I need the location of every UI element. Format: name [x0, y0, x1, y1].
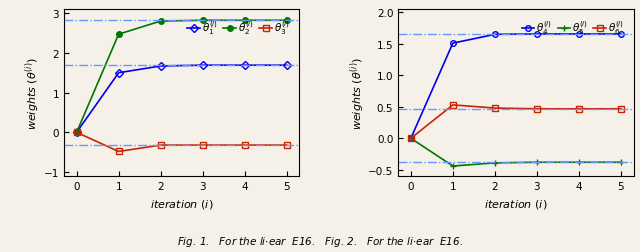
$\theta_2^{(i)}$: [157, 20, 164, 23]
$\theta_2^{(i)}$: [241, 20, 248, 23]
Line: $\theta_1^{(i)}$: $\theta_1^{(i)}$: [74, 63, 289, 136]
$\theta_1^{(i)}$: [241, 65, 248, 68]
Legend: $\theta_1^{(i)}$, $\theta_2^{(i)}$, $\theta_3^{(i)}$: $\theta_1^{(i)}$, $\theta_2^{(i)}$, $\th…: [183, 15, 294, 41]
$\theta_3^{(i)}$: [73, 131, 81, 134]
Text: Fig. 1.   For the li$\cdot$ear  E16.   Fig. 2.   For the li$\cdot$ear  E16.: Fig. 1. For the li$\cdot$ear E16. Fig. 2…: [177, 234, 463, 248]
$\theta_2^{(i)}$: [199, 20, 207, 23]
$\theta_1^{(i)}$: [199, 65, 207, 68]
$\theta_3^{(i)}$: [115, 150, 122, 153]
$\theta_2^{(i)}$: [115, 34, 122, 37]
$\theta_1^{(i)}$: [283, 65, 291, 68]
$\theta_3^{(i)}$: [283, 144, 291, 147]
$\theta_6^{(i)}$: [491, 107, 499, 110]
Line: $\theta_5^{(i)}$: $\theta_5^{(i)}$: [408, 135, 625, 170]
$\theta_5^{(i)}$: [575, 161, 583, 164]
$\theta_6^{(i)}$: [575, 108, 583, 111]
$\theta_4^{(i)}$: [491, 34, 499, 37]
Y-axis label: $\mathit{weights\ (\theta^{(i)})}$: $\mathit{weights\ (\theta^{(i)})}$: [348, 57, 367, 130]
$\theta_1^{(i)}$: [73, 131, 81, 134]
$\theta_3^{(i)}$: [157, 144, 164, 147]
$\theta_6^{(i)}$: [449, 104, 457, 107]
Line: $\theta_3^{(i)}$: $\theta_3^{(i)}$: [74, 130, 289, 155]
$\theta_1^{(i)}$: [115, 72, 122, 75]
$\theta_5^{(i)}$: [617, 161, 625, 164]
$\theta_2^{(i)}$: [283, 20, 291, 23]
$\theta_6^{(i)}$: [533, 108, 541, 111]
$\theta_4^{(i)}$: [533, 33, 541, 36]
$\theta_4^{(i)}$: [449, 42, 457, 45]
$\theta_5^{(i)}$: [407, 137, 415, 140]
Legend: $\theta_4^{(i)}$, $\theta_5^{(i)}$, $\theta_6^{(i)}$: $\theta_4^{(i)}$, $\theta_5^{(i)}$, $\th…: [517, 15, 628, 41]
$\theta_1^{(i)}$: [157, 65, 164, 68]
Line: $\theta_2^{(i)}$: $\theta_2^{(i)}$: [74, 18, 289, 136]
$\theta_4^{(i)}$: [407, 137, 415, 140]
$\theta_3^{(i)}$: [241, 144, 248, 147]
$\theta_6^{(i)}$: [617, 108, 625, 111]
$\theta_4^{(i)}$: [617, 33, 625, 36]
$\theta_3^{(i)}$: [199, 144, 207, 147]
Line: $\theta_4^{(i)}$: $\theta_4^{(i)}$: [408, 32, 624, 142]
X-axis label: $\mathit{iteration\ (i)}$: $\mathit{iteration\ (i)}$: [150, 197, 213, 210]
X-axis label: $\mathit{iteration\ (i)}$: $\mathit{iteration\ (i)}$: [484, 197, 548, 210]
$\theta_5^{(i)}$: [533, 161, 541, 164]
Y-axis label: $\mathit{weights\ (\theta^{(i)})}$: $\mathit{weights\ (\theta^{(i)})}$: [24, 57, 42, 130]
$\theta_5^{(i)}$: [491, 162, 499, 165]
$\theta_6^{(i)}$: [407, 137, 415, 140]
$\theta_5^{(i)}$: [449, 165, 457, 168]
$\theta_4^{(i)}$: [575, 33, 583, 36]
Line: $\theta_6^{(i)}$: $\theta_6^{(i)}$: [408, 103, 624, 142]
$\theta_2^{(i)}$: [73, 131, 81, 134]
